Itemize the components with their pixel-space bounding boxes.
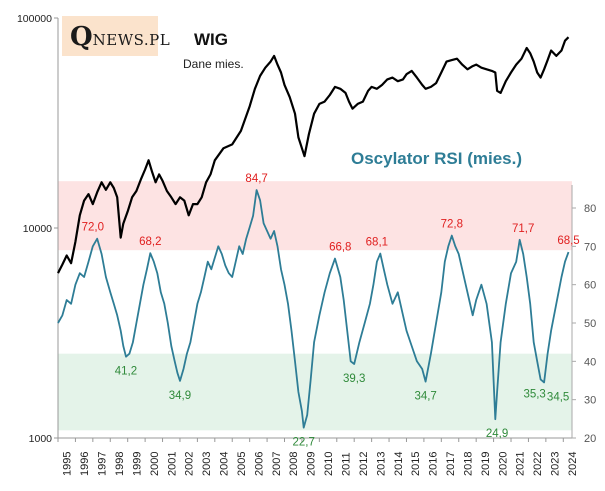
right-tick-label: 60 — [584, 280, 596, 292]
x-tick-label: 2007 — [271, 452, 283, 476]
rsi-high-label: 68,1 — [366, 237, 388, 249]
x-tick-label: 2000 — [149, 452, 161, 476]
x-tick-label: 2024 — [567, 452, 579, 476]
rsi-high-label: 72,0 — [82, 222, 104, 234]
wig-title: WIG — [194, 30, 228, 49]
wig-line — [57, 36, 570, 274]
x-tick-label: 2005 — [236, 452, 248, 476]
y-tick-label: 10000 — [23, 223, 52, 235]
rsi-low-label: 41,2 — [115, 366, 137, 378]
x-tick-label: 2006 — [253, 452, 265, 476]
x-tick-label: 2010 — [323, 452, 335, 476]
y-tick-label: 1000 — [29, 433, 53, 445]
x-tick-label: 2016 — [428, 452, 440, 476]
x-tick-label: 2019 — [480, 452, 492, 476]
x-tick-label: 2008 — [288, 452, 300, 476]
wig-subtitle: Dane mies. — [183, 57, 244, 71]
x-tick-label: 2014 — [393, 452, 405, 476]
left-y-axis: 1000 10000 100000 — [17, 13, 58, 445]
x-tick-label: 1995 — [62, 452, 74, 476]
logo-background — [62, 16, 158, 56]
rsi-low-label: 34,9 — [169, 390, 191, 402]
overbought-band — [58, 181, 572, 251]
right-y-axis: 20 30 40 50 60 70 80 — [572, 203, 596, 445]
right-tick-label: 80 — [584, 203, 596, 215]
series-lines — [57, 36, 570, 429]
x-tick-label: 2015 — [410, 452, 422, 476]
rsi-line — [57, 189, 570, 429]
x-tick-label: 2018 — [462, 452, 474, 476]
x-tick-label: 1999 — [131, 452, 143, 476]
rsi-high-label: 68,5 — [557, 235, 579, 247]
rsi-low-label: 39,3 — [343, 373, 365, 385]
logo-text: NEWS.PL — [92, 31, 171, 49]
x-tick-label: 2022 — [532, 452, 544, 476]
rsi-title: Oscylator RSI (mies.) — [351, 149, 523, 168]
x-tick-label: 1996 — [79, 452, 91, 476]
x-tick-label: 1998 — [114, 452, 126, 476]
right-tick-label: 30 — [584, 395, 596, 407]
qnews-logo: QNEWS.PL — [70, 22, 170, 52]
rsi-high-label: 71,7 — [512, 223, 534, 235]
x-tick-label: 2020 — [497, 452, 509, 476]
rsi-extreme-labels: 72,0 41,2 68,2 34,9 84,7 22,7 66,8 39,3 68,1 34,7… — [82, 173, 580, 449]
rsi-low-label: 34,7 — [414, 391, 436, 403]
x-tick-label: 2021 — [515, 452, 527, 476]
right-tick-label: 70 — [584, 241, 596, 253]
x-tick-label: 2013 — [375, 452, 387, 476]
rsi-low-label: 24,9 — [486, 428, 508, 440]
x-tick-label: 2003 — [201, 452, 213, 476]
rsi-high-label: 84,7 — [245, 173, 267, 185]
rsi-low-label: 35,3 — [523, 388, 545, 400]
right-tick-label: 50 — [584, 318, 596, 330]
x-tick-label: 2009 — [306, 452, 318, 476]
x-tick-label: 2002 — [184, 452, 196, 476]
x-tick-label: 2023 — [550, 452, 562, 476]
x-tick-label: 2012 — [358, 452, 370, 476]
oversold-band — [58, 353, 572, 431]
x-tick-label: 1997 — [97, 452, 109, 476]
logo-q: Q — [70, 22, 93, 52]
rsi-bands — [58, 181, 572, 431]
right-tick-label: 20 — [584, 433, 596, 445]
x-axis: 1995 1996 1997 1998 1999 2000 2001 2002 2003 2004… — [57, 438, 579, 476]
rsi-high-label: 66,8 — [329, 242, 351, 254]
y-tick-label: 100000 — [17, 13, 52, 25]
rsi-high-label: 72,8 — [441, 219, 463, 231]
rsi-low-label: 34,5 — [547, 391, 569, 403]
x-tick-label: 2004 — [219, 452, 231, 476]
x-tick-label: 2017 — [445, 452, 457, 476]
x-tick-label: 2001 — [166, 452, 178, 476]
rsi-low-label: 22,7 — [292, 437, 314, 449]
right-tick-label: 40 — [584, 356, 596, 368]
x-tick-label: 2011 — [340, 452, 352, 476]
rsi-high-label: 68,2 — [139, 236, 161, 248]
